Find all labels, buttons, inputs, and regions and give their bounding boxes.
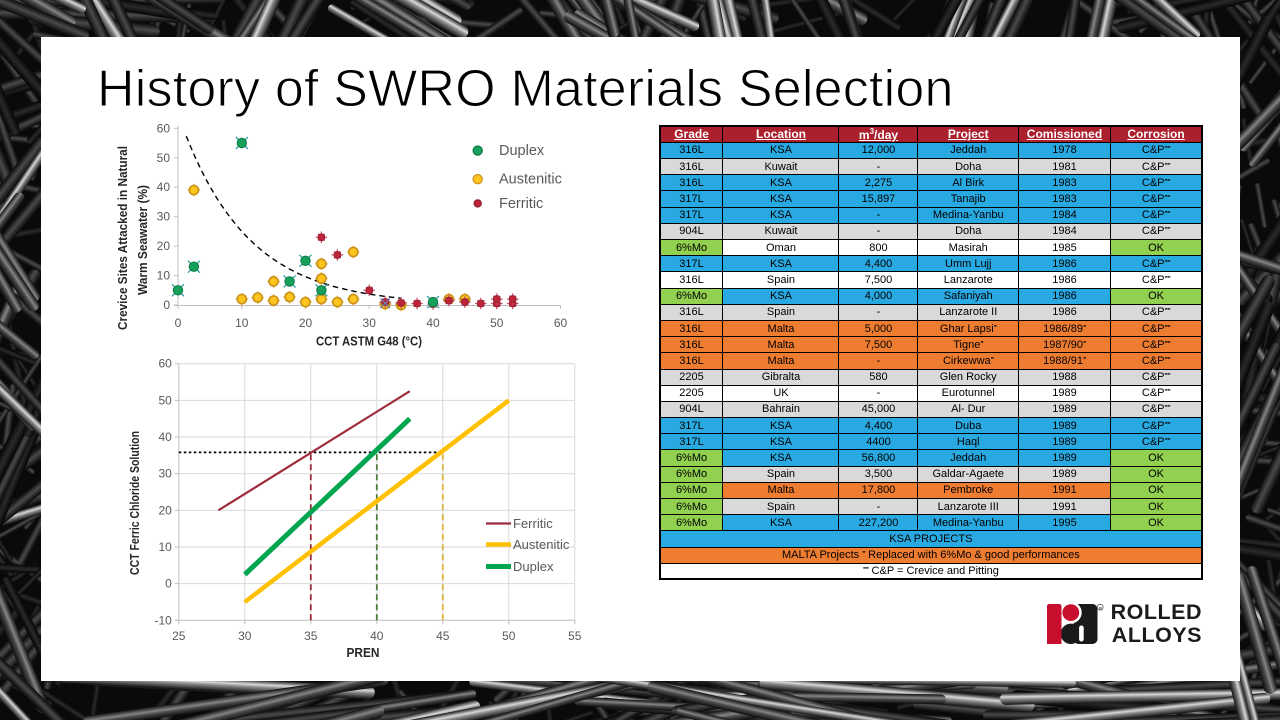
svg-text:Duplex: Duplex bbox=[513, 559, 554, 574]
svg-text:55: 55 bbox=[568, 629, 582, 643]
svg-text:50: 50 bbox=[157, 151, 171, 165]
svg-text:Warm Seawater (%): Warm Seawater (%) bbox=[136, 185, 150, 295]
svg-text:10: 10 bbox=[157, 269, 171, 283]
svg-text:30: 30 bbox=[238, 629, 252, 643]
svg-text:60: 60 bbox=[554, 316, 568, 330]
svg-text:Duplex: Duplex bbox=[499, 143, 545, 159]
svg-text:0: 0 bbox=[175, 316, 182, 330]
svg-text:PREN: PREN bbox=[347, 646, 380, 660]
svg-text:20: 20 bbox=[299, 316, 313, 330]
svg-text:25: 25 bbox=[172, 629, 186, 643]
svg-text:CCT ASTM G48 (°C): CCT ASTM G48 (°C) bbox=[316, 335, 422, 349]
svg-text:40: 40 bbox=[158, 430, 172, 444]
svg-text:60: 60 bbox=[157, 121, 171, 135]
svg-text:Austenitic: Austenitic bbox=[499, 172, 562, 188]
svg-text:40: 40 bbox=[157, 180, 171, 194]
svg-text:20: 20 bbox=[157, 239, 171, 253]
svg-text:Austenitic: Austenitic bbox=[513, 537, 570, 552]
svg-text:10: 10 bbox=[235, 316, 249, 330]
svg-text:10: 10 bbox=[158, 540, 172, 554]
svg-text:0: 0 bbox=[163, 298, 170, 312]
svg-text:50: 50 bbox=[502, 629, 516, 643]
svg-text:45: 45 bbox=[436, 629, 450, 643]
svg-text:ROLLED: ROLLED bbox=[1111, 600, 1202, 624]
svg-text:R: R bbox=[1099, 606, 1102, 611]
svg-text:Ferritic: Ferritic bbox=[513, 516, 553, 531]
svg-text:Crevice Sites Attacked in Natu: Crevice Sites Attacked in Natural bbox=[116, 146, 130, 330]
svg-text:Ferritic: Ferritic bbox=[499, 196, 543, 212]
svg-text:0: 0 bbox=[165, 577, 172, 591]
svg-text:35: 35 bbox=[304, 629, 318, 643]
svg-text:50: 50 bbox=[158, 393, 172, 407]
svg-text:CCT Ferric Chloride Solution: CCT Ferric Chloride Solution bbox=[128, 431, 142, 575]
svg-text:20: 20 bbox=[158, 503, 172, 517]
svg-text:ALLOYS: ALLOYS bbox=[1112, 623, 1202, 647]
svg-text:30: 30 bbox=[363, 316, 377, 330]
svg-text:40: 40 bbox=[426, 316, 440, 330]
svg-text:30: 30 bbox=[158, 467, 172, 481]
svg-text:60: 60 bbox=[158, 357, 172, 371]
svg-text:40: 40 bbox=[370, 629, 384, 643]
svg-text:30: 30 bbox=[157, 210, 171, 224]
svg-text:50: 50 bbox=[490, 316, 504, 330]
svg-text:-10: -10 bbox=[154, 613, 172, 627]
